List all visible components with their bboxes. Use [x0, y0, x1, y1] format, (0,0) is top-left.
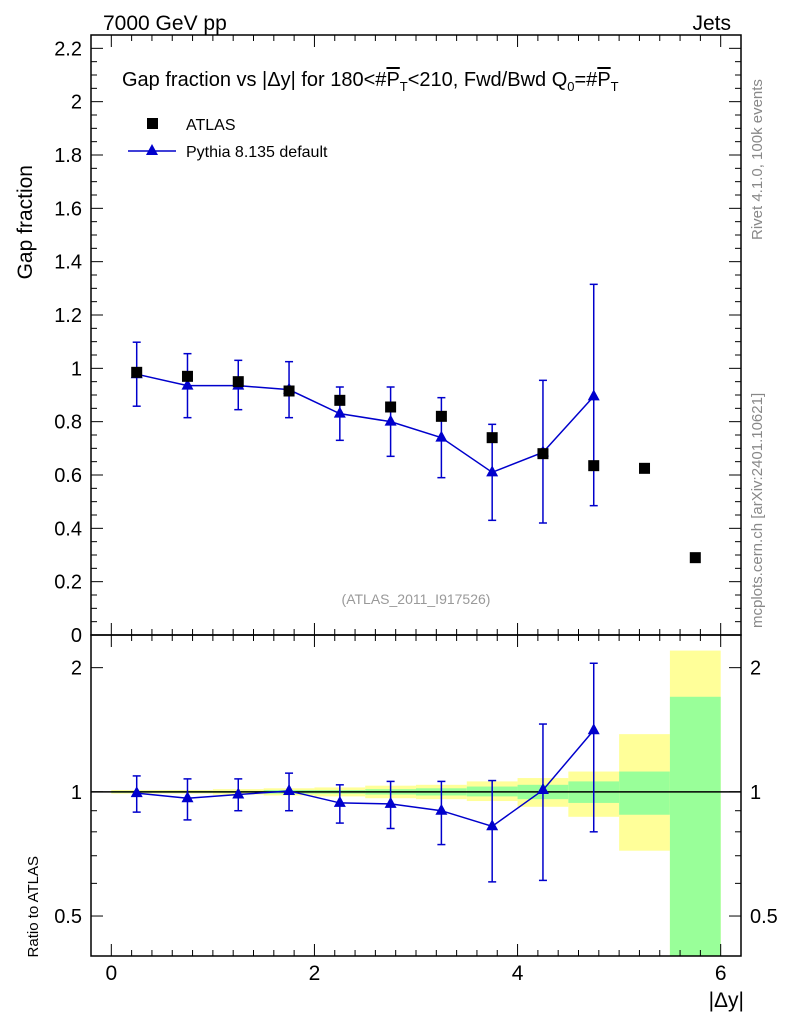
- ratio-y-tick-label-right: 0.5: [750, 906, 778, 928]
- ratio-pythia-point: [232, 787, 245, 799]
- pythia-point: [486, 465, 499, 477]
- ratio-pythia-point: [384, 796, 397, 808]
- x-tick-label: 6: [715, 962, 727, 985]
- atlas-point: [486, 432, 498, 444]
- legend-atlas-label: ATLAS: [186, 117, 236, 134]
- rivet-label: Rivet 4.1.0, 100k events: [749, 79, 766, 240]
- y-tick-label: 0.4: [54, 518, 82, 540]
- analysis-watermark: (ATLAS_2011_I917526): [342, 591, 491, 607]
- legend-pythia-marker: [146, 144, 158, 155]
- atlas-point: [435, 410, 447, 422]
- atlas-point: [181, 370, 193, 382]
- y-tick-label: 1.8: [54, 145, 82, 167]
- ratio-ylabel: Ratio to ATLAS: [25, 856, 42, 957]
- y-tick-label: 1.4: [54, 252, 82, 274]
- y-tick-label: 0.2: [54, 572, 82, 594]
- chart-title: Gap fraction vs |Δy| for 180<#PT<210, Fw…: [122, 69, 619, 94]
- atlas-point: [131, 366, 143, 378]
- ratio-pythia-point: [181, 791, 194, 803]
- y-tick-label: 0.6: [54, 465, 82, 487]
- legend-pythia-label: Pythia 8.135 default: [186, 144, 328, 161]
- y-tick-label: 0.8: [54, 412, 82, 434]
- atlas-point: [588, 460, 600, 472]
- y-tick-label: 2: [71, 92, 82, 114]
- pythia-point: [587, 389, 600, 401]
- atlas-point: [283, 385, 295, 397]
- legend: ATLAS Pythia 8.135 default: [128, 117, 328, 161]
- pythia-point: [333, 406, 346, 418]
- ratio-pythia-point: [587, 723, 600, 735]
- ratio-y-tick-label-right: 2: [750, 658, 761, 680]
- pythia-line: [136, 373, 595, 474]
- ratio-y-tick-label-right: 1: [750, 782, 761, 804]
- header-energy: 7000 GeV pp: [103, 12, 227, 35]
- y-tick-label: 1: [71, 358, 82, 380]
- x-tick-label: 2: [309, 962, 321, 985]
- legend-atlas-marker: [147, 118, 158, 129]
- y-tick-label: 2.2: [54, 38, 82, 60]
- ratio-pythia-point: [536, 783, 549, 795]
- ratio-y-tick-label: 0.5: [54, 906, 82, 928]
- header-process: Jets: [692, 12, 731, 35]
- x-axis-label: |Δy|: [709, 989, 744, 1012]
- atlas-point: [334, 394, 346, 406]
- ratio-pythia-point: [130, 786, 143, 798]
- ratio-y-tick-label: 2: [71, 658, 82, 680]
- ratio-pythia-point: [333, 795, 346, 807]
- x-tick-label: 0: [105, 962, 117, 985]
- ratio-pythia-point: [283, 783, 296, 795]
- y-tick-label: 1.6: [54, 198, 82, 220]
- ratio-y-tick-label: 1: [71, 782, 82, 804]
- atlas-point: [232, 376, 244, 388]
- atlas-point: [385, 401, 397, 413]
- y-tick-label: 1.2: [54, 305, 82, 327]
- ratio-uncertainty-bands: [111, 650, 721, 956]
- atlas-point: [639, 462, 651, 474]
- x-tick-label: 4: [512, 962, 524, 985]
- data-marks: [130, 283, 701, 883]
- pythia-point: [181, 378, 194, 390]
- main-ylabel: Gap fraction: [14, 165, 37, 279]
- stat-band: [669, 696, 721, 956]
- mcplots-label: mcplots.cern.ch [arXiv:2401.10621]: [749, 393, 766, 628]
- y-tick-label: 0: [71, 625, 82, 647]
- ratio-pythia-point: [486, 819, 499, 831]
- atlas-point: [537, 448, 549, 460]
- ratio-pythia-point: [435, 803, 448, 815]
- pythia-point: [384, 414, 397, 426]
- ratio-pythia-line: [136, 729, 595, 828]
- stat-band: [619, 771, 670, 815]
- atlas-point: [689, 552, 701, 564]
- axes: 0 2 4 6 0 0.2 0.4 0.6 0.8 1 1.2 1.4 1.6 1.8 2 2.2 0.5 0.5…: [54, 34, 778, 985]
- pythia-point: [435, 430, 448, 442]
